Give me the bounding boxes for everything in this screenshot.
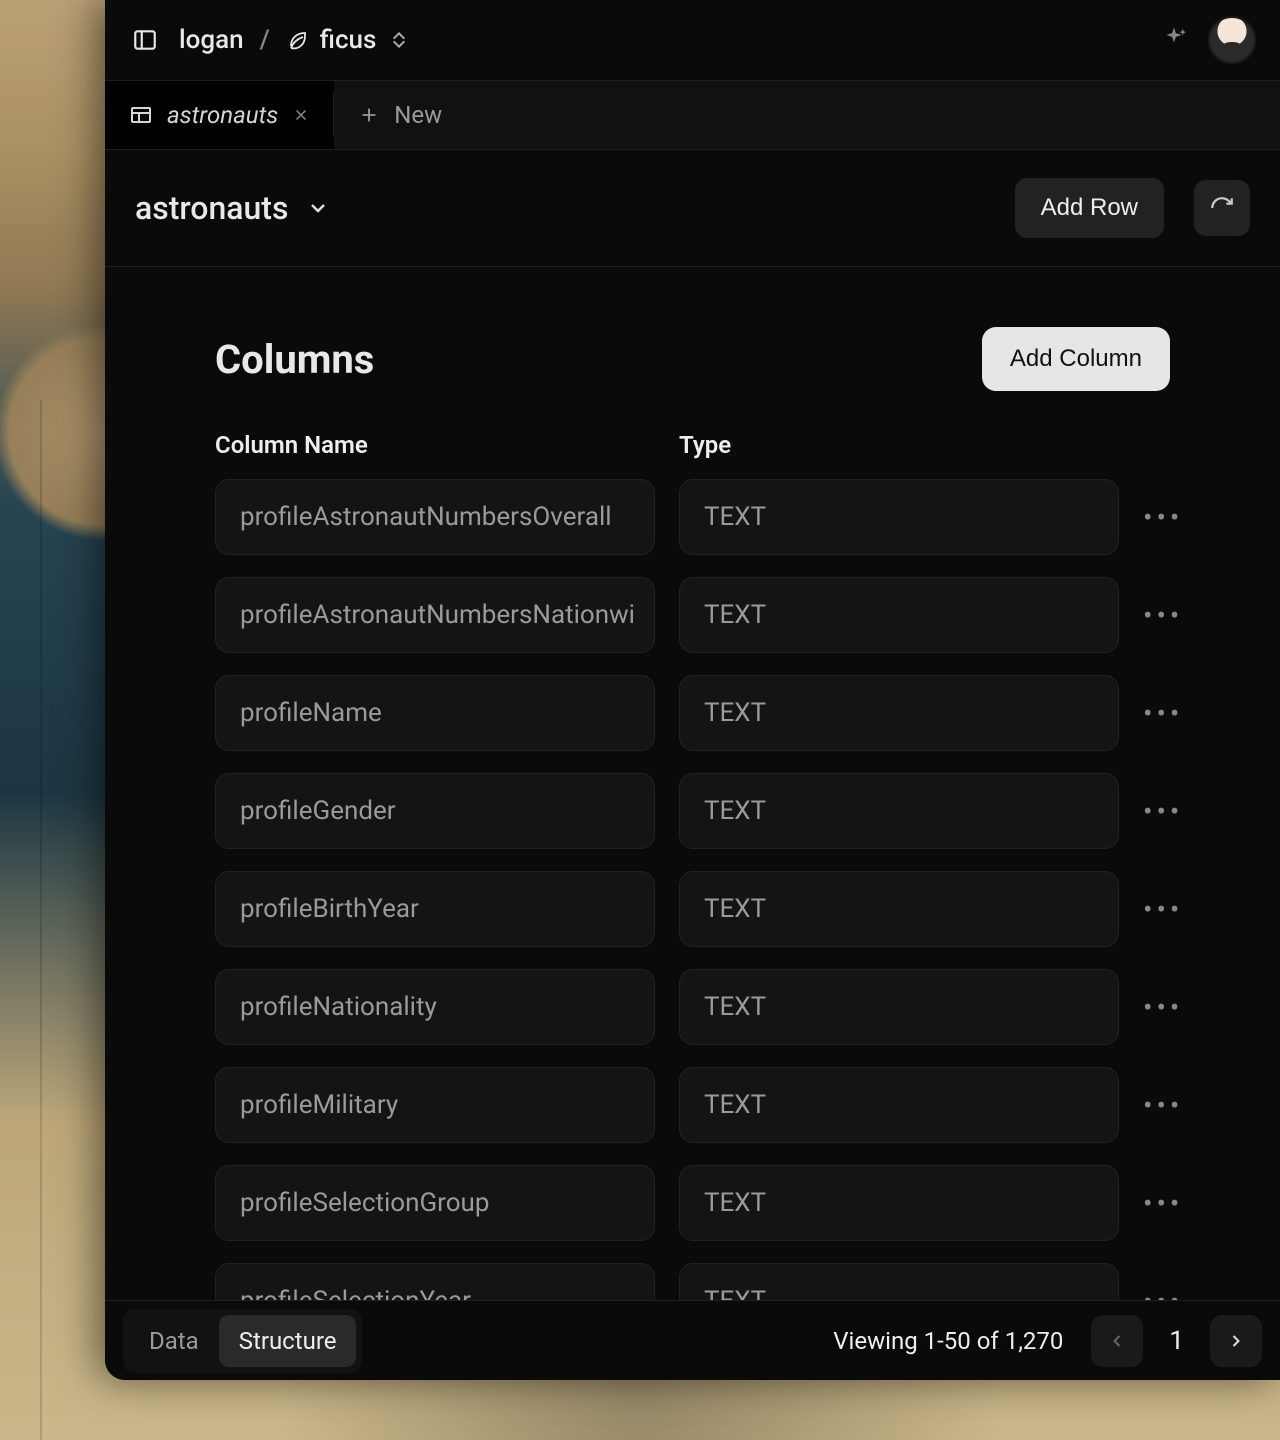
- tab-close-button[interactable]: [292, 106, 310, 124]
- column-type-field[interactable]: TEXT: [679, 1263, 1119, 1300]
- footer-bar: Data Structure Viewing 1-50 of 1,270 1: [105, 1300, 1280, 1380]
- view-mode-data[interactable]: Data: [129, 1315, 219, 1367]
- column-type-field[interactable]: TEXT: [679, 577, 1119, 653]
- project-switcher-icon[interactable]: [392, 32, 406, 48]
- column-row-menu[interactable]: •••: [1143, 991, 1183, 1024]
- toggle-sidebar-button[interactable]: [129, 24, 161, 56]
- column-row: profileAstronautNumbersNationwiTEXT•••: [215, 577, 1170, 653]
- title-row: astronauts Add Row: [105, 150, 1280, 266]
- column-type-field[interactable]: TEXT: [679, 479, 1119, 555]
- column-name-field[interactable]: profileName: [215, 675, 655, 751]
- column-type-field[interactable]: TEXT: [679, 1067, 1119, 1143]
- tab-label: astronauts: [167, 101, 278, 129]
- breadcrumb-owner[interactable]: logan: [179, 25, 244, 55]
- column-row: profileSelectionYearTEXT•••: [215, 1263, 1170, 1300]
- column-row-menu[interactable]: •••: [1143, 893, 1183, 926]
- pager-next-button[interactable]: [1210, 1315, 1262, 1367]
- column-name-field[interactable]: profileSelectionYear: [215, 1263, 655, 1300]
- column-type-field[interactable]: TEXT: [679, 675, 1119, 751]
- header-column-name: Column Name: [215, 431, 655, 459]
- breadcrumb-separator: /: [260, 25, 270, 55]
- column-type-field[interactable]: TEXT: [679, 773, 1119, 849]
- column-type-field[interactable]: TEXT: [679, 1165, 1119, 1241]
- ai-sparkle-button[interactable]: [1158, 24, 1190, 56]
- column-row: profileGenderTEXT•••: [215, 773, 1170, 849]
- column-headers: Column Name Type: [215, 431, 1170, 459]
- column-row: profileNameTEXT•••: [215, 675, 1170, 751]
- column-row-menu[interactable]: •••: [1143, 795, 1183, 828]
- column-row-menu[interactable]: •••: [1143, 1187, 1183, 1220]
- column-name-field[interactable]: profileGender: [215, 773, 655, 849]
- table-title: astronauts: [135, 189, 288, 227]
- new-tab-button[interactable]: New: [334, 81, 466, 149]
- column-row: profileNationalityTEXT•••: [215, 969, 1170, 1045]
- table-title-menu[interactable]: [306, 196, 330, 220]
- column-type-field[interactable]: TEXT: [679, 969, 1119, 1045]
- column-row-menu[interactable]: •••: [1143, 1285, 1183, 1301]
- section-header: Columns Add Column: [215, 327, 1170, 391]
- column-name-field[interactable]: profileAstronautNumbersOverall: [215, 479, 655, 555]
- column-row: profileAstronautNumbersOverallTEXT•••: [215, 479, 1170, 555]
- view-mode-toggle: Data Structure: [123, 1309, 362, 1373]
- table-icon: [129, 103, 153, 127]
- view-mode-structure[interactable]: Structure: [219, 1315, 357, 1367]
- pager-prev-button[interactable]: [1091, 1315, 1143, 1367]
- column-type-field[interactable]: TEXT: [679, 871, 1119, 947]
- content-area: Columns Add Column Column Name Type prof…: [105, 267, 1280, 1300]
- leaf-icon: [286, 28, 310, 52]
- add-row-button[interactable]: Add Row: [1015, 178, 1164, 238]
- viewing-label: Viewing 1-50 of 1,270: [833, 1327, 1063, 1355]
- tab-strip: astronauts New: [105, 80, 1280, 150]
- column-row-menu[interactable]: •••: [1143, 1089, 1183, 1122]
- column-name-field[interactable]: profileBirthYear: [215, 871, 655, 947]
- column-row: profileMilitaryTEXT•••: [215, 1067, 1170, 1143]
- top-bar: logan / ficus: [105, 0, 1280, 80]
- breadcrumb-project-label: ficus: [320, 25, 377, 55]
- breadcrumb: logan / ficus: [179, 25, 406, 55]
- tab-astronauts[interactable]: astronauts: [105, 81, 334, 149]
- page-number: 1: [1151, 1326, 1202, 1356]
- column-row: profileBirthYearTEXT•••: [215, 871, 1170, 947]
- refresh-button[interactable]: [1194, 180, 1250, 236]
- app-window: logan / ficus: [105, 0, 1280, 1380]
- columns-list: profileAstronautNumbersOverallTEXT•••pro…: [215, 479, 1170, 1300]
- column-name-field[interactable]: profileAstronautNumbersNationwi: [215, 577, 655, 653]
- new-tab-label: New: [394, 101, 442, 129]
- column-row-menu[interactable]: •••: [1143, 697, 1183, 730]
- breadcrumb-project[interactable]: ficus: [286, 25, 407, 55]
- column-row-menu[interactable]: •••: [1143, 501, 1183, 534]
- column-row-menu[interactable]: •••: [1143, 599, 1183, 632]
- plus-icon: [358, 104, 380, 126]
- column-name-field[interactable]: profileNationality: [215, 969, 655, 1045]
- column-row: profileSelectionGroupTEXT•••: [215, 1165, 1170, 1241]
- column-name-field[interactable]: profileMilitary: [215, 1067, 655, 1143]
- header-column-type: Type: [679, 431, 1119, 459]
- column-name-field[interactable]: profileSelectionGroup: [215, 1165, 655, 1241]
- section-heading: Columns: [215, 336, 374, 383]
- add-column-button[interactable]: Add Column: [982, 327, 1170, 391]
- avatar[interactable]: [1208, 16, 1256, 64]
